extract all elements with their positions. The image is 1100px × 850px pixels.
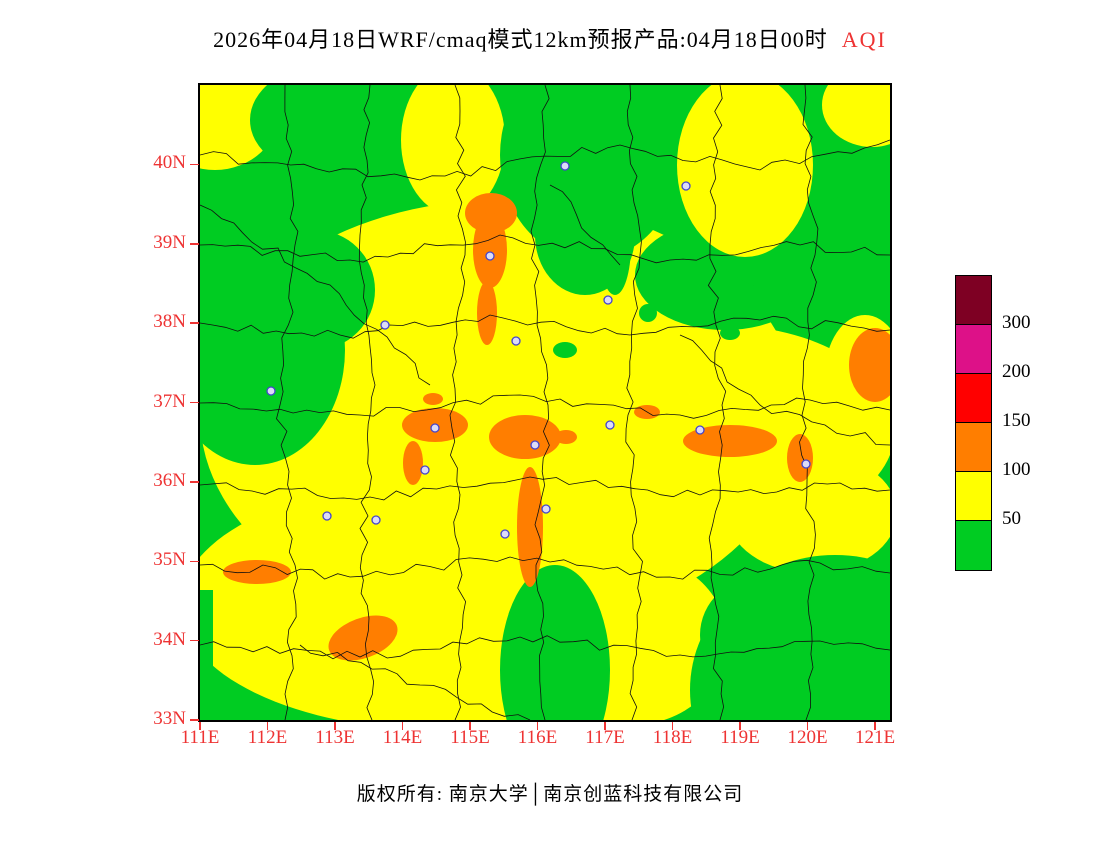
city-marker (530, 440, 540, 450)
boundary-line (200, 556, 890, 580)
boundary-line (200, 476, 890, 501)
boundary-line (299, 644, 531, 720)
boundary-line (799, 85, 819, 720)
boundary-line (530, 85, 550, 720)
lat-label-40N: 40N (153, 152, 186, 174)
city-marker (500, 529, 510, 539)
city-marker (266, 386, 276, 396)
lat-tick (190, 481, 199, 483)
boundary-line (276, 85, 299, 720)
city-marker (371, 515, 381, 525)
lon-label-120E: 120E (787, 727, 828, 748)
aqi-orange-hotspot-layer (223, 193, 890, 661)
lon-label-112E: 112E (247, 727, 288, 748)
lon-label-114E: 114E (382, 727, 423, 748)
boundary-line (200, 314, 890, 339)
boundary-line (549, 184, 621, 266)
aqi-green-island-layer (200, 195, 740, 720)
lon-tick (199, 722, 201, 730)
city-marker (695, 425, 705, 435)
lat-tick (190, 322, 199, 324)
boundary-line (707, 85, 727, 720)
lat-tick (190, 719, 199, 721)
city-marker (560, 161, 570, 171)
legend-threshold-50: 50 (1002, 508, 1021, 529)
legend-color-yellow (956, 472, 991, 521)
city-marker (605, 420, 615, 430)
lat-label-33N: 33N (153, 708, 186, 730)
lon-label-116E: 116E (517, 727, 558, 748)
legend-threshold-200: 200 (1002, 361, 1031, 382)
lon-label-121E: 121E (854, 727, 896, 748)
lon-label-111E: 111E (180, 727, 220, 748)
province-boundary-lines (200, 85, 890, 720)
lat-label-36N: 36N (153, 469, 186, 491)
legend-threshold-100: 100 (1002, 459, 1031, 480)
lon-tick (739, 722, 741, 730)
lat-label-34N: 34N (153, 628, 186, 650)
legend-threshold-300: 300 (1002, 312, 1031, 333)
lon-tick (671, 722, 674, 730)
aqi-legend-colorbar (955, 275, 992, 571)
title-variable: AQI (841, 27, 887, 52)
lon-tick (469, 722, 471, 730)
boundary-line (200, 139, 890, 181)
city-marker (485, 251, 495, 261)
lat-tick (190, 163, 199, 166)
boundary-line (200, 234, 890, 264)
lon-tick (536, 722, 539, 730)
lat-label-35N: 35N (153, 549, 186, 571)
lat-label-38N: 38N (153, 311, 186, 333)
title-main: 2026年04月18日WRF/cmaq模式12km预报产品:04月18日00时 (213, 27, 828, 52)
city-marker (603, 295, 613, 305)
lon-tick (604, 722, 606, 730)
page-title: 2026年04月18日WRF/cmaq模式12km预报产品:04月18日00时 A… (0, 22, 1100, 54)
copyright-text: 版权所有: 南京大学│南京创蓝科技有限公司 (356, 784, 744, 805)
city-marker (322, 511, 332, 521)
lat-tick (190, 401, 199, 404)
boundary-line (200, 394, 890, 419)
boundary-line (358, 85, 376, 720)
lon-label-117E: 117E (585, 727, 625, 748)
legend-color-red (956, 374, 991, 423)
boundary-line (449, 85, 467, 720)
legend-color-green (956, 521, 991, 570)
city-marker (430, 423, 440, 433)
lon-label-118E: 118E (652, 727, 693, 748)
boundary-line (200, 204, 431, 386)
lon-tick (874, 722, 876, 730)
lon-tick (334, 722, 336, 730)
city-marker (801, 459, 811, 469)
lon-tick (806, 722, 809, 730)
boundary-line (679, 334, 890, 446)
boundary-line (625, 85, 643, 720)
legend-color-magenta (956, 325, 991, 374)
lon-label-115E: 115E (450, 727, 490, 748)
lat-label-39N: 39N (153, 231, 186, 253)
lat-label-37N: 37N (153, 390, 186, 412)
lat-tick (190, 243, 199, 245)
city-marker-layer (266, 161, 811, 539)
city-marker (420, 465, 430, 475)
aqi-map (200, 85, 890, 720)
lat-tick (190, 560, 199, 563)
boundary-line (200, 635, 890, 660)
city-marker (511, 336, 521, 346)
city-marker (380, 320, 390, 330)
legend-threshold-150: 150 (1002, 410, 1031, 431)
legend-color-orange (956, 423, 991, 472)
legend-color-maroon (956, 276, 991, 325)
lon-label-113E: 113E (315, 727, 355, 748)
lon-label-119E: 119E (720, 727, 760, 748)
lon-tick (266, 722, 269, 730)
lon-tick (401, 722, 404, 730)
lat-tick (190, 639, 199, 642)
city-marker (681, 181, 691, 191)
city-marker (541, 504, 551, 514)
